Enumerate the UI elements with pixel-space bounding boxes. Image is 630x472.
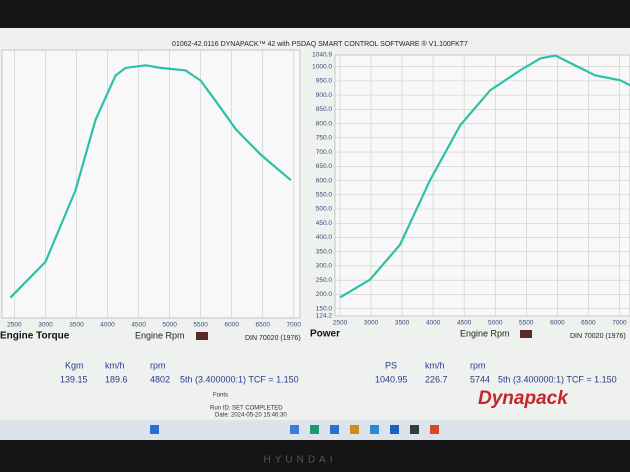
x-tick-label: 2500 [333,320,348,327]
readout-header: km/h [425,360,445,370]
x-tick-label: 2500 [7,322,22,329]
readout-value: 189.6 [105,374,128,384]
readout-header: Kgm [65,360,84,370]
y-tick-label: 1000.0 [312,63,332,70]
y-tick-label: 550.0 [316,191,333,198]
x-tick-label: 3000 [38,322,53,329]
plot-area [1,49,301,319]
y-tick-label: 1040.9 [312,52,332,59]
readouts: Kgm km/h rpm 139.15 189.6 4802 5th (3.400000:1… [60,360,617,384]
run-date: Date: 2024-05-20 15:46:30 [215,413,287,419]
x-tick-label: 5000 [488,320,503,327]
x-axis-label: Engine Rpm [135,330,185,340]
y-tick-label: 950.0 [316,78,333,85]
torque-power-curve [339,54,630,299]
y-tick-label: 750.0 [316,135,333,142]
readout-value: 4802 [150,374,170,384]
x-tick-label: 4000 [100,322,115,329]
chart-title: Engine Torque [0,331,70,342]
y-tick-label: 300.0 [316,263,333,270]
readout-header: PS [385,360,397,370]
standard-note: DIN 70020 (1976) [245,335,301,342]
y-tick-label: 150.0 [316,305,333,312]
window-title: 01062-42.0116 DYNAPACK™ 42 with PSDAQ SM… [172,40,468,48]
standard-note: DIN 70020 (1976) [570,333,626,340]
y-tick-label: 124.2 [316,313,333,320]
chart-title: Power [310,329,340,340]
y-tick-label: 200.0 [316,291,333,298]
readout-value: 139.15 [60,374,88,384]
x-tick-label: 6000 [550,320,565,327]
x-tick-label: 4500 [457,320,472,327]
y-tick-label: 500.0 [316,206,333,213]
charts: 2500 3000 3500 4000 4500 5000 5500 6000 6500 7000… [1,49,630,329]
x-tick-label: 3500 [69,322,84,329]
x-tick-label: 3500 [395,320,410,327]
gear-ratio: 5th (3.400000:1) TCF = 1.150 [180,374,299,384]
readout-header: rpm [150,360,166,370]
x-tick-label: 6500 [256,322,271,329]
readout-value: 5744 [470,374,490,384]
y-tick-label: 350.0 [316,248,333,255]
x-tick-label: 7000 [287,322,302,329]
run-id: Run ID: SET COMPLETED [210,406,283,412]
x-tick-label: 7000 [612,320,627,327]
legend-swatch [520,330,532,338]
readout-header: km/h [105,360,125,370]
monitor-brand: HYUNDAI [263,455,336,466]
y-tick-label: 900.0 [316,92,333,99]
readout-value: 226.7 [425,374,448,384]
y-tick-label: 250.0 [316,277,333,284]
torque-power-curve [9,64,292,299]
readout-value: 1040.95 [375,374,408,384]
x-tick-label: 6500 [581,320,596,327]
x-axis-label: Engine Rpm [460,328,510,338]
x-tick-label: 5000 [162,322,177,329]
x-tick-label: 5500 [193,322,208,329]
plot-area [334,54,630,317]
y-tick-label: 450.0 [316,220,333,227]
gear-ratio: 5th (3.400000:1) TCF = 1.150 [498,374,617,384]
x-tick-label: 4000 [426,320,441,327]
y-tick-label: 400.0 [316,234,333,241]
y-tick-label: 600.0 [316,177,333,184]
x-tick-label: 4500 [131,322,146,329]
readout-header: rpm [470,360,486,370]
x-tick-label: 3000 [364,320,379,327]
logo: Dynapack [478,388,569,409]
fonts-label: Fonts [213,393,228,399]
y-tick-label: 650.0 [316,163,333,170]
y-tick-label: 700.0 [316,149,333,156]
y-tick-label: 850.0 [316,106,333,113]
x-tick-label: 5500 [519,320,534,327]
taskbar-icons [150,425,439,434]
x-tick-label: 6000 [224,322,239,329]
legend-swatch [196,332,208,340]
y-tick-label: 800.0 [316,120,333,127]
